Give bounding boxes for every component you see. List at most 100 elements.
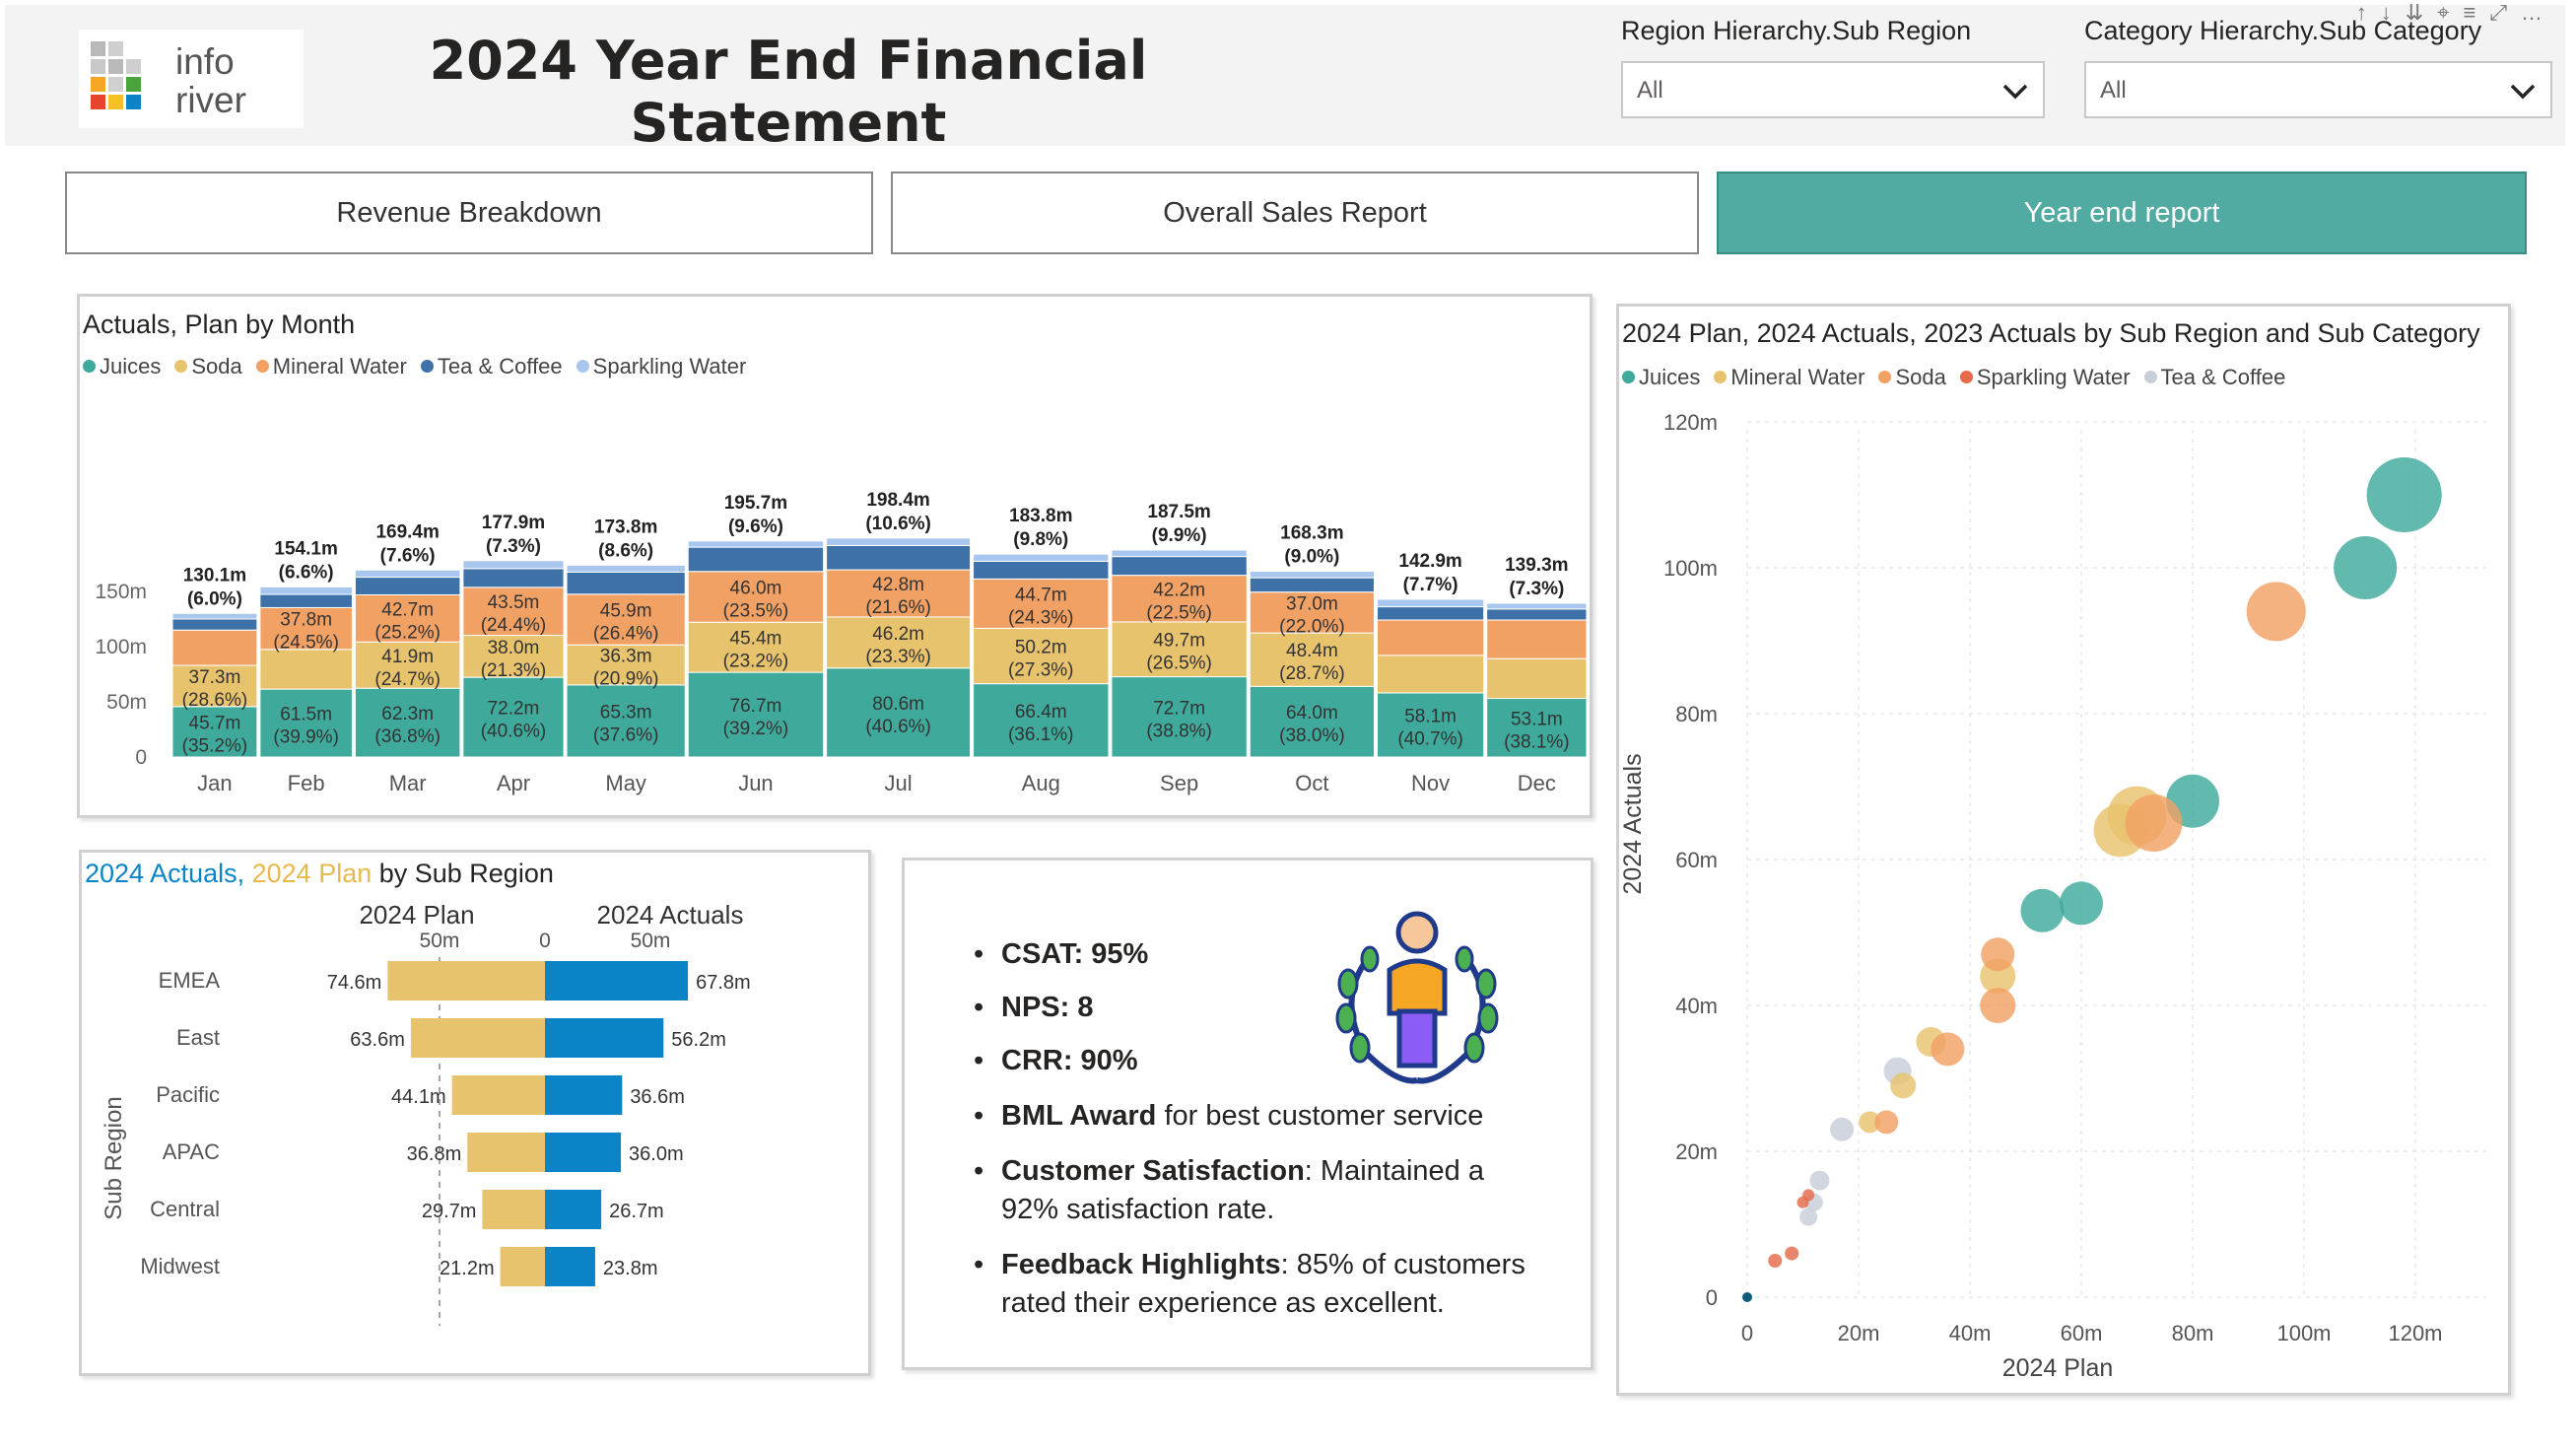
x-tick-label: 60m bbox=[2061, 1321, 2103, 1345]
segment-pct-label: (20.9%) bbox=[593, 669, 659, 690]
plan-bar bbox=[451, 1075, 545, 1115]
total-value-label: 198.4m bbox=[866, 490, 929, 511]
bar-segment bbox=[687, 546, 825, 573]
category-filter-dropdown[interactable]: All bbox=[2084, 61, 2552, 118]
segment-pct-label: (38.8%) bbox=[1146, 721, 1212, 741]
filter-icon[interactable]: ≡ bbox=[2463, 0, 2490, 25]
kpi-csat: CSAT: 95% bbox=[974, 935, 1525, 974]
total-pct-label: (10.6%) bbox=[865, 514, 931, 534]
total-pct-label: (6.6%) bbox=[279, 562, 334, 583]
monthly-stacked-bar-chart[interactable]: 0 50m 100m 150m 45.7m(35.2%) 37.3m(28.6%) 130.… bbox=[80, 390, 1590, 814]
x-tick-label: Jun bbox=[738, 771, 773, 795]
legend-item-sparkling-water[interactable]: Sparkling Water bbox=[576, 354, 746, 379]
total-value-label: 142.9m bbox=[1398, 551, 1461, 572]
plan-tick-label: 50m bbox=[420, 930, 460, 952]
segment-pct-label: (24.3%) bbox=[1008, 607, 1074, 628]
legend-item-soda[interactable]: Soda bbox=[1878, 365, 1946, 390]
bar-segment bbox=[1486, 619, 1588, 659]
segment-value-label: 61.5m bbox=[280, 705, 332, 725]
legend-item-juices[interactable]: Juices bbox=[83, 354, 161, 379]
region-filter-value: All bbox=[1637, 77, 1663, 103]
legend-item-mineral-water[interactable]: Mineral Water bbox=[1714, 365, 1864, 390]
segment-value-label: 45.4m bbox=[730, 629, 782, 650]
x-tick-label: Nov bbox=[1411, 771, 1450, 795]
bar-segment bbox=[1249, 591, 1376, 634]
legend-item-soda[interactable]: Soda bbox=[174, 354, 242, 379]
y-tick-label: 60m bbox=[1675, 848, 1718, 872]
bubble-point bbox=[1799, 1207, 1818, 1226]
category-label: EMEA bbox=[159, 968, 221, 993]
x-tick-label: 100m bbox=[2276, 1321, 2331, 1345]
legend-item-juices[interactable]: Juices bbox=[1622, 365, 1700, 390]
title-plan: 2024 Plan bbox=[251, 859, 373, 888]
total-pct-label: (9.6%) bbox=[728, 517, 783, 537]
pin-icon[interactable]: ⌖ bbox=[2437, 0, 2464, 25]
actuals-value-label: 23.8m bbox=[603, 1258, 658, 1279]
segment-value-label: 72.7m bbox=[1153, 698, 1205, 719]
segment-value-label: 62.3m bbox=[381, 704, 434, 724]
sort-up-icon[interactable]: ↑ bbox=[2355, 0, 2381, 25]
bar-segment bbox=[354, 687, 461, 758]
total-pct-label: (9.0%) bbox=[1284, 547, 1339, 568]
total-value-label: 139.3m bbox=[1505, 555, 1568, 576]
total-value-label: 173.8m bbox=[594, 517, 657, 537]
segment-pct-label: (36.8%) bbox=[374, 726, 441, 747]
segment-pct-label: (22.0%) bbox=[1279, 616, 1345, 637]
bubble-point bbox=[2246, 582, 2306, 642]
bar-segment bbox=[462, 586, 565, 637]
x-tick-label: Oct bbox=[1295, 771, 1328, 795]
focus-mode-icon[interactable]: ⤢ bbox=[2489, 0, 2521, 25]
segment-value-label: 36.3m bbox=[600, 647, 652, 667]
bubble-point bbox=[2020, 888, 2065, 932]
actuals-bar bbox=[545, 1075, 623, 1115]
sort-down-icon[interactable]: ↓ bbox=[2380, 0, 2406, 25]
segment-pct-label: (21.3%) bbox=[481, 660, 547, 681]
x-tick-label: Mar bbox=[389, 771, 427, 795]
legend-item-tea-coffee[interactable]: Tea & Coffee bbox=[2143, 365, 2285, 390]
total-value-label: 154.1m bbox=[274, 538, 337, 559]
segment-pct-label: (23.5%) bbox=[723, 600, 789, 621]
segment-pct-label: (38.0%) bbox=[1279, 725, 1345, 746]
total-pct-label: (7.6%) bbox=[380, 545, 436, 566]
bar-segment bbox=[1377, 692, 1485, 758]
y-tick-label: 80m bbox=[1675, 702, 1718, 726]
x-tick-label: 20m bbox=[1838, 1321, 1880, 1345]
bar-segment bbox=[566, 571, 686, 595]
bar-segment bbox=[826, 569, 972, 618]
x-tick-label: Dec bbox=[1518, 771, 1556, 795]
actuals-value-label: 56.2m bbox=[671, 1029, 726, 1051]
bubble-point bbox=[1890, 1072, 1917, 1099]
scatter-chart-title: 2024 Plan, 2024 Actuals, 2023 Actuals by… bbox=[1622, 318, 2480, 348]
x-tick-label: 80m bbox=[2172, 1321, 2214, 1345]
bar-segment bbox=[171, 664, 258, 708]
legend-item-mineral-water[interactable]: Mineral Water bbox=[255, 354, 407, 379]
subregion-chart-card: 2024 Actuals, 2024 Plan by Sub Region 20… bbox=[79, 850, 871, 1376]
scatter-chart-card: 2024 Plan, 2024 Actuals, 2023 Actuals by… bbox=[1616, 304, 2511, 1396]
segment-pct-label: (27.3%) bbox=[1008, 660, 1074, 681]
drill-icon[interactable]: ⇊ bbox=[2405, 0, 2438, 25]
region-filter-dropdown[interactable]: All bbox=[1621, 61, 2045, 118]
total-value-label: 169.4m bbox=[375, 521, 439, 542]
segment-value-label: 45.9m bbox=[600, 601, 652, 622]
tab-revenue-breakdown[interactable]: Revenue Breakdown bbox=[65, 172, 873, 254]
plan-bar bbox=[500, 1247, 545, 1286]
bar-segment bbox=[1249, 571, 1376, 579]
plan-value-label: 74.6m bbox=[327, 972, 382, 994]
legend-item-sparkling-water[interactable]: Sparkling Water bbox=[1959, 365, 2131, 390]
bubble-scatter-chart[interactable]: 0 20m 40m 60m 80m 100m 120m 0 20m 40m 60m 80m 100m 12… bbox=[1619, 400, 2508, 1391]
tab-year-end-report[interactable]: Year end report bbox=[1717, 172, 2527, 254]
segment-pct-label: (39.2%) bbox=[723, 719, 789, 739]
segment-value-label: 80.6m bbox=[872, 694, 924, 715]
bubble-point bbox=[1859, 1111, 1881, 1134]
y-tick-label: 40m bbox=[1675, 994, 1718, 1018]
total-pct-label: (6.0%) bbox=[187, 588, 242, 609]
kpi-list: CSAT: 95% NPS: 8 CRR: 90% BML Award for … bbox=[974, 861, 1565, 1353]
bar-segment bbox=[687, 671, 825, 758]
subregion-chart-title: 2024 Actuals, 2024 Plan by Sub Region bbox=[85, 859, 554, 889]
legend-item-tea-coffee[interactable]: Tea & Coffee bbox=[420, 354, 563, 379]
more-options-icon[interactable]: … bbox=[2521, 0, 2556, 25]
visual-header-toolbar[interactable]: ↑↓⇊⌖≡⤢… bbox=[2356, 0, 2556, 26]
tab-overall-sales-report[interactable]: Overall Sales Report bbox=[891, 172, 1699, 254]
total-value-label: 130.1m bbox=[183, 565, 246, 586]
